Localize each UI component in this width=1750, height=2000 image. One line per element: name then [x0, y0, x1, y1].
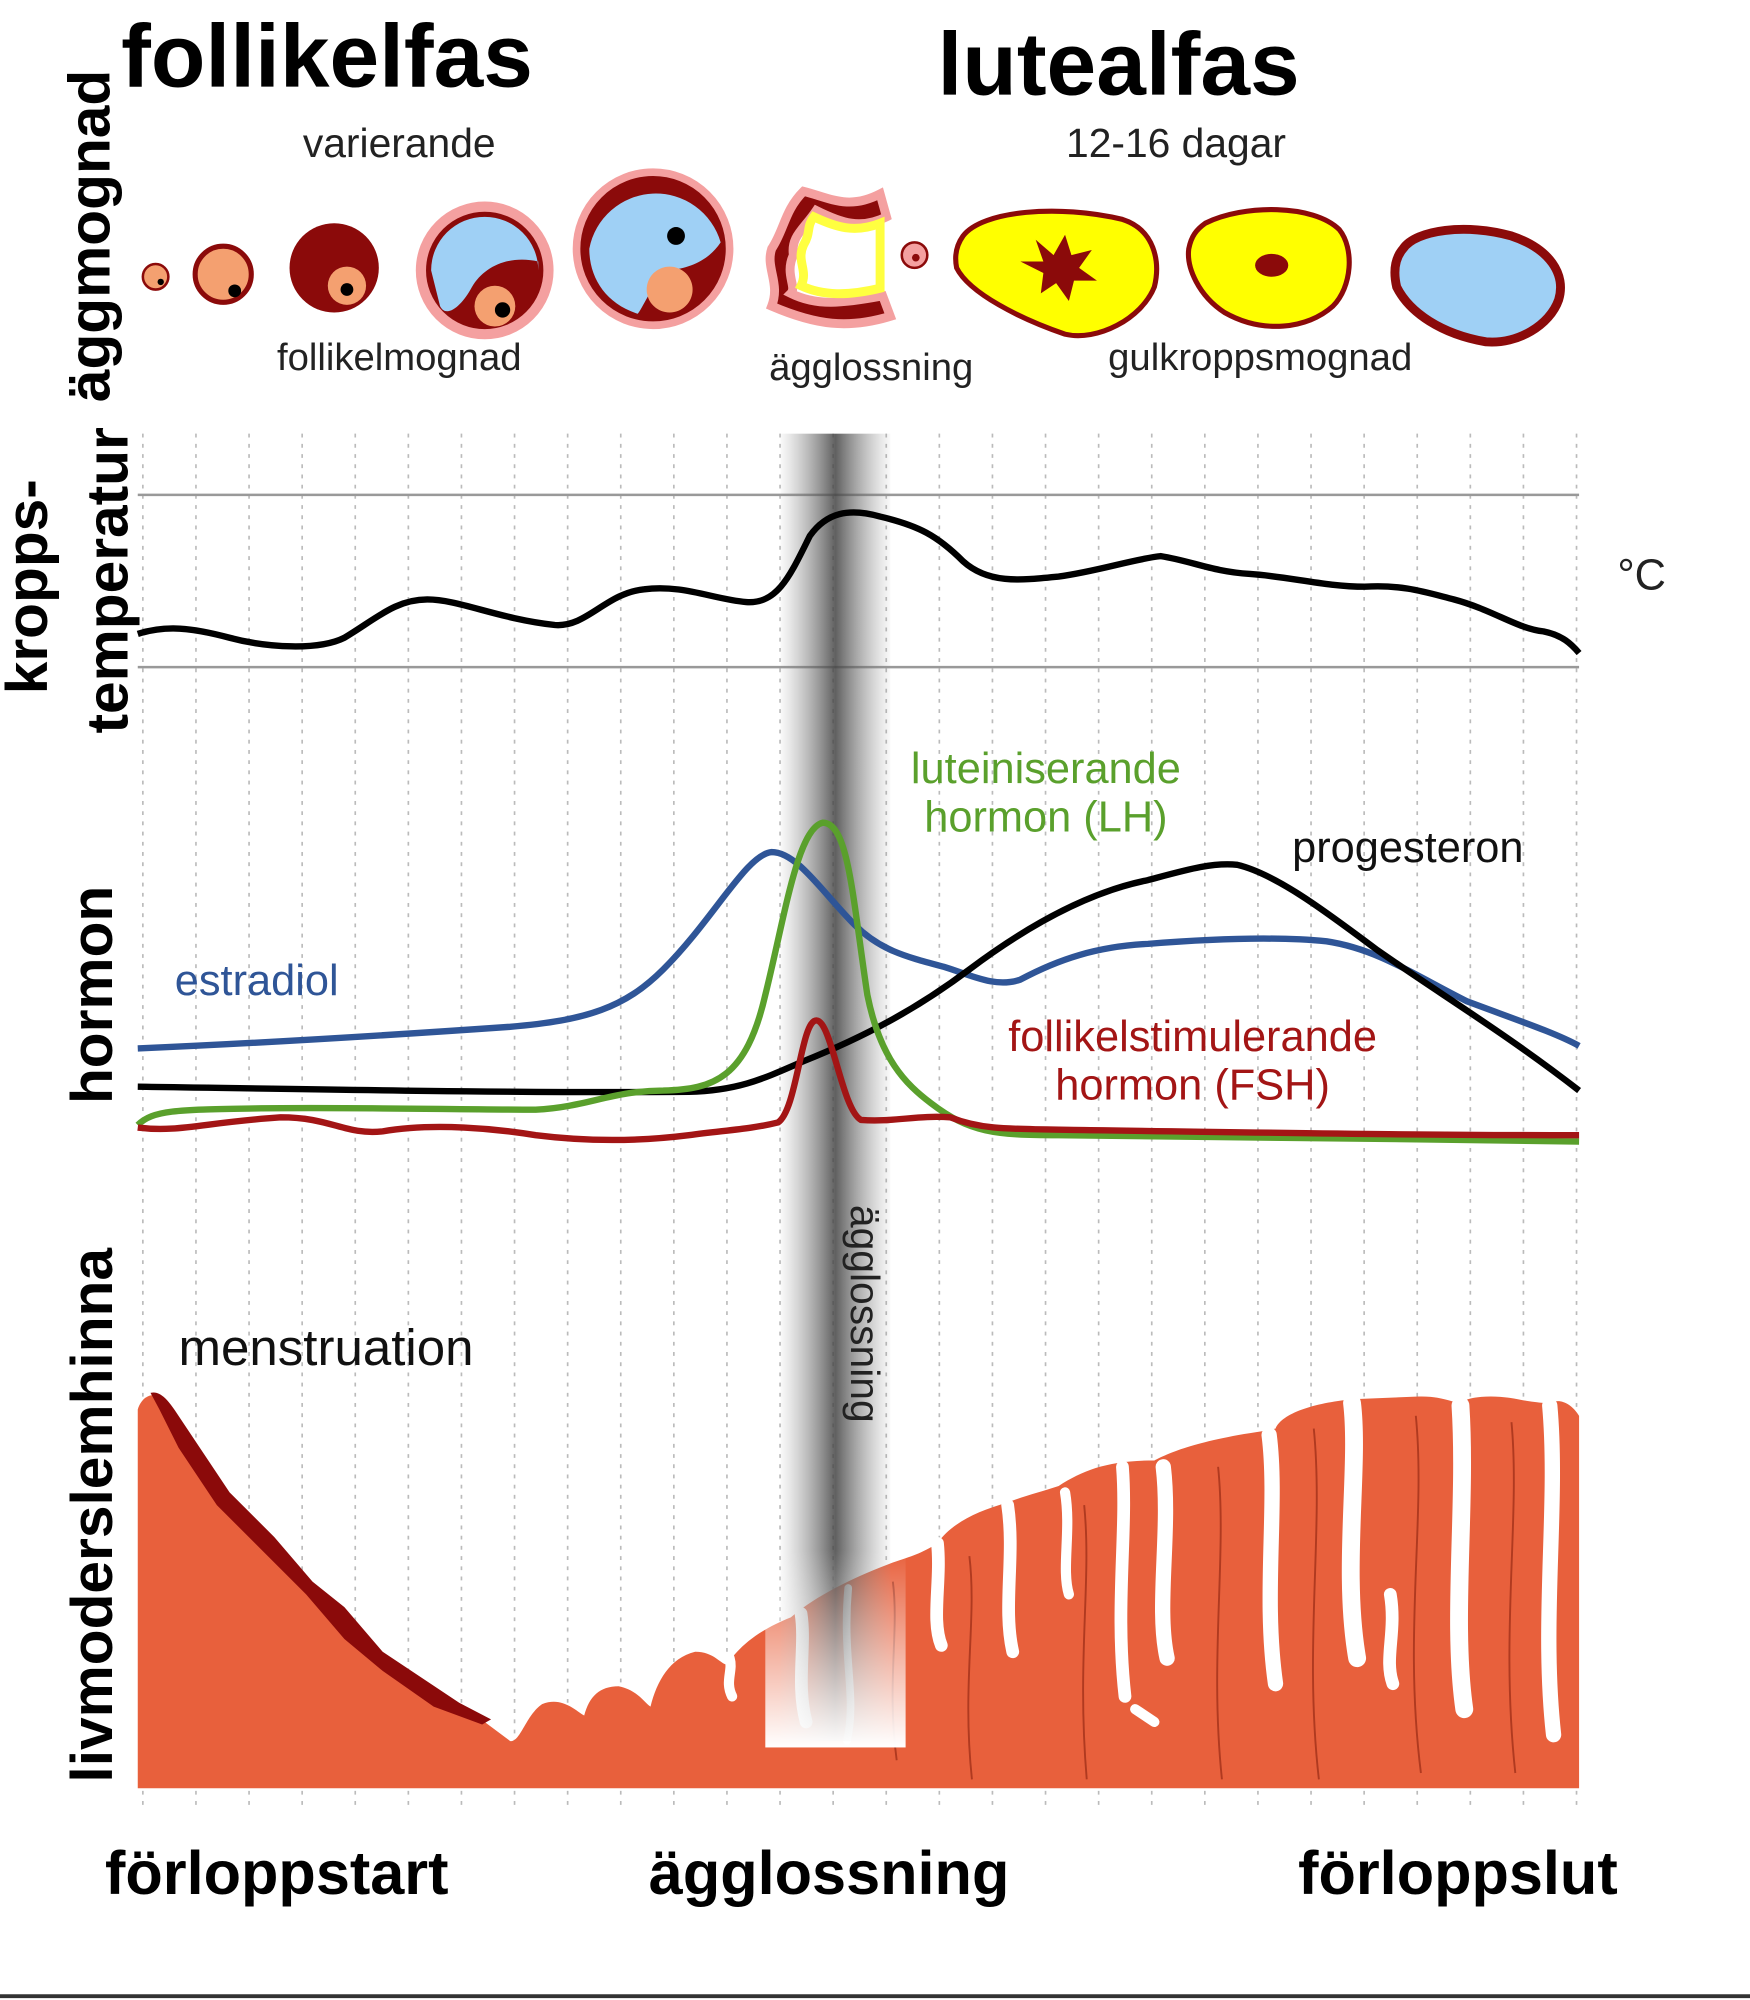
lh-label-line1: luteiniserande — [911, 745, 1181, 793]
follicle-stage-5 — [572, 168, 734, 330]
temperature-axis-label-2: temperatur — [76, 427, 141, 733]
luteal-duration: 12-16 dagar — [1066, 120, 1286, 166]
hormone-axis-label: hormon — [60, 886, 125, 1104]
luteal-phase-title: lutealfas — [938, 13, 1300, 113]
endometrium-axis-label: livmoderslemhinna — [60, 1248, 125, 1783]
follicle-stage-3 — [289, 223, 379, 313]
cycle-end-label: förloppslut — [1298, 1839, 1618, 1907]
menstruation-label: menstruation — [179, 1319, 474, 1376]
fsh-label-line1: follikelstimulerande — [1008, 1013, 1377, 1061]
fsh-curve — [137, 1017, 1580, 1144]
temperature-unit: °C — [1617, 551, 1666, 599]
egg-maturation-axis-label: äggmognad — [58, 70, 123, 402]
fsh-label-line2: hormon (FSH) — [1055, 1061, 1330, 1109]
ovulation-timeline-label: ägglossning — [649, 1839, 1010, 1907]
estradiol-curve — [137, 848, 1581, 1052]
menstrual-shedding — [150, 1392, 492, 1725]
ovulation-egg-label: ägglossning — [769, 346, 973, 389]
ruptured-follicle — [765, 186, 897, 329]
follicular-duration: varierande — [303, 120, 496, 166]
egg-maturation-illustrations — [141, 168, 1565, 347]
temperature-axis-label-1: kropps- — [0, 479, 60, 694]
progesterone-curve — [137, 861, 1582, 1096]
released-egg — [900, 241, 929, 270]
follicle-stage-4 — [415, 201, 554, 340]
lh-curve — [135, 819, 1580, 1145]
temperature-curve — [136, 509, 1582, 656]
follicle-stage-1 — [141, 262, 170, 291]
ovulation-band-label: ägglossning — [842, 1205, 888, 1423]
follicular-phase-title: follikelfas — [121, 6, 533, 106]
estradiol-label: estradiol — [175, 957, 339, 1005]
corpus-luteum-label: gulkroppsmognad — [1108, 336, 1412, 379]
follicle-stage-2 — [192, 243, 254, 305]
follicle-maturation-label: follikelmognad — [277, 336, 522, 379]
corpus-albicans — [1390, 224, 1565, 347]
cycle-start-label: förloppstart — [105, 1839, 448, 1907]
progesterone-label: progesteron — [1292, 824, 1523, 872]
lh-label-line2: hormon (LH) — [924, 794, 1167, 842]
ovulation-band-fade — [765, 433, 906, 1748]
corpus-luteum-1 — [953, 208, 1160, 339]
corpus-luteum-2 — [1185, 207, 1352, 329]
